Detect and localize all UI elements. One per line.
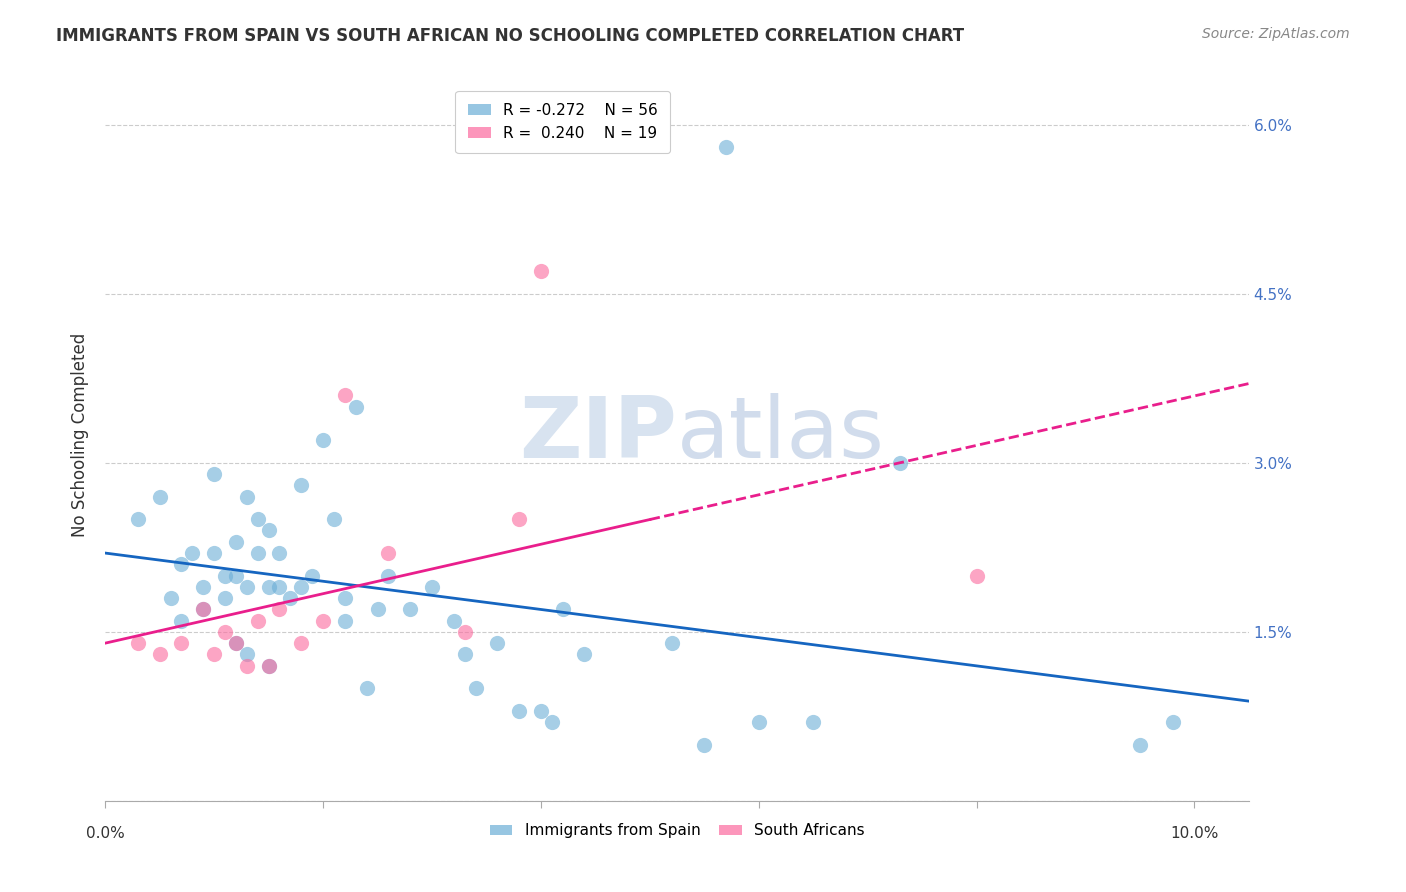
Point <box>312 614 335 628</box>
Point <box>443 614 465 628</box>
Point <box>257 658 280 673</box>
Point <box>236 580 259 594</box>
Point <box>540 714 562 729</box>
Point <box>693 738 716 752</box>
Point <box>464 681 486 696</box>
Point <box>269 546 291 560</box>
Text: atlas: atlas <box>678 393 884 476</box>
Text: 10.0%: 10.0% <box>1170 826 1219 841</box>
Point <box>714 140 737 154</box>
Point <box>257 658 280 673</box>
Point <box>236 658 259 673</box>
Point <box>202 648 225 662</box>
Point <box>453 648 475 662</box>
Point <box>377 568 399 582</box>
Point <box>225 534 247 549</box>
Point <box>193 580 215 594</box>
Point <box>246 614 269 628</box>
Point <box>530 704 553 718</box>
Point <box>170 614 193 628</box>
Point <box>269 602 291 616</box>
Point <box>661 636 683 650</box>
Point <box>257 524 280 538</box>
Point <box>323 512 346 526</box>
Point <box>290 636 312 650</box>
Point <box>333 591 356 605</box>
Point <box>508 512 530 526</box>
Point <box>356 681 378 696</box>
Point <box>312 434 335 448</box>
Point <box>202 467 225 482</box>
Point <box>127 512 149 526</box>
Point <box>290 478 312 492</box>
Text: 0.0%: 0.0% <box>86 826 125 841</box>
Point <box>170 558 193 572</box>
Point <box>149 490 172 504</box>
Text: ZIP: ZIP <box>519 393 678 476</box>
Point <box>1161 714 1184 729</box>
Point <box>225 636 247 650</box>
Point <box>344 400 367 414</box>
Point <box>257 580 280 594</box>
Point <box>225 636 247 650</box>
Y-axis label: No Schooling Completed: No Schooling Completed <box>72 333 89 537</box>
Point <box>214 624 236 639</box>
Point <box>214 591 236 605</box>
Point <box>801 714 824 729</box>
Point <box>280 591 302 605</box>
Point <box>202 546 225 560</box>
Point <box>508 704 530 718</box>
Point <box>246 512 269 526</box>
Point <box>246 546 269 560</box>
Point <box>225 568 247 582</box>
Point <box>127 636 149 650</box>
Point <box>214 568 236 582</box>
Point <box>399 602 422 616</box>
Point <box>236 648 259 662</box>
Point <box>193 602 215 616</box>
Point <box>889 456 911 470</box>
Point <box>236 490 259 504</box>
Point <box>377 546 399 560</box>
Point <box>486 636 509 650</box>
Point <box>181 546 204 560</box>
Point <box>420 580 443 594</box>
Point <box>149 648 172 662</box>
Point <box>333 388 356 402</box>
Point <box>193 602 215 616</box>
Point <box>290 580 312 594</box>
Point <box>366 602 388 616</box>
Point <box>1129 738 1152 752</box>
Point <box>301 568 323 582</box>
Point <box>966 568 988 582</box>
Point <box>551 602 574 616</box>
Text: IMMIGRANTS FROM SPAIN VS SOUTH AFRICAN NO SCHOOLING COMPLETED CORRELATION CHART: IMMIGRANTS FROM SPAIN VS SOUTH AFRICAN N… <box>56 27 965 45</box>
Text: Source: ZipAtlas.com: Source: ZipAtlas.com <box>1202 27 1350 41</box>
Point <box>574 648 596 662</box>
Point <box>170 636 193 650</box>
Point <box>748 714 770 729</box>
Point <box>269 580 291 594</box>
Point <box>530 264 553 278</box>
Legend: Immigrants from Spain, South Africans: Immigrants from Spain, South Africans <box>484 817 870 845</box>
Point <box>453 624 475 639</box>
Point <box>159 591 181 605</box>
Point <box>333 614 356 628</box>
